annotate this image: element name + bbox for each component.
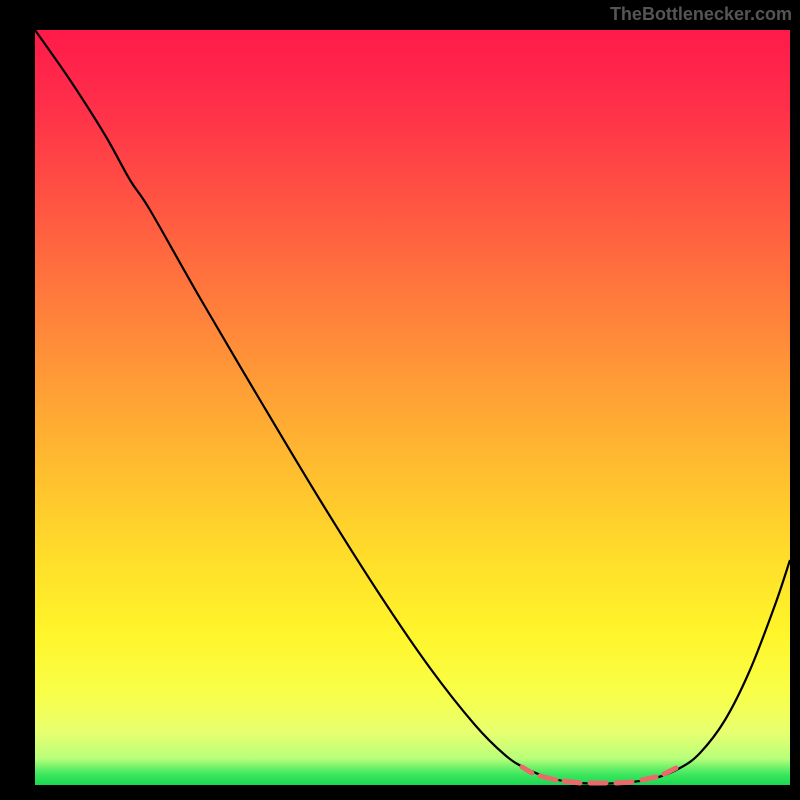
chart-svg	[0, 0, 800, 800]
bottleneck-chart: TheBottlenecker.com	[0, 0, 800, 800]
plot-background	[35, 30, 790, 785]
watermark-text: TheBottlenecker.com	[610, 4, 792, 25]
